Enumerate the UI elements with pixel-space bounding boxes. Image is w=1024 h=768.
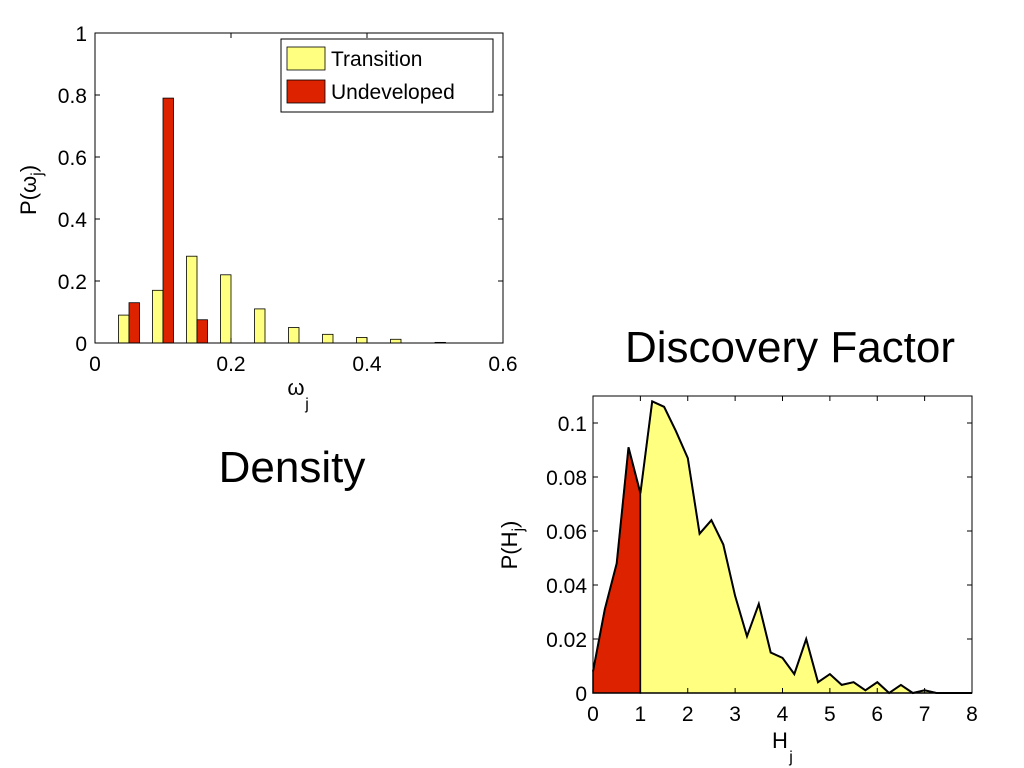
y-axis-label-subscript: j <box>29 172 46 177</box>
undeveloped-bar <box>196 319 208 344</box>
x-tick-label: 1 <box>635 703 647 726</box>
y-tick-label: 0.8 <box>58 85 87 108</box>
y-axis-label: P(ωj) <box>16 165 46 215</box>
density-curve <box>592 399 972 695</box>
legend: Transition Undeveloped <box>280 38 494 113</box>
transition-bar <box>390 338 402 344</box>
x-axis-label-subscript: j <box>304 396 309 413</box>
x-tick-label: 4 <box>777 703 789 726</box>
transition-bar <box>288 327 300 344</box>
x-tick-label: 0.4 <box>352 353 382 376</box>
undeveloped-bar <box>162 97 174 344</box>
x-tick-label: 3 <box>729 703 741 726</box>
x-tick-label: 5 <box>824 703 836 726</box>
y-tick-label: 0.02 <box>546 629 587 652</box>
transition-bar <box>356 337 368 344</box>
plot-frame <box>94 32 504 344</box>
x-tick-label: 6 <box>871 703 883 726</box>
y-tick-label: 0.4 <box>58 209 88 232</box>
y-tick-label: 0.6 <box>58 147 87 170</box>
transition-bar <box>322 333 334 344</box>
y-tick-label: 1 <box>75 23 87 46</box>
legend-label: Undeveloped <box>331 81 455 104</box>
transition-bar <box>220 274 232 344</box>
legend-swatch <box>286 46 326 71</box>
y-tick-label: 0.04 <box>546 575 587 598</box>
x-axis-label: H <box>772 728 788 753</box>
x-tick-label: 2 <box>682 703 694 726</box>
undeveloped-region <box>592 447 642 694</box>
transition-bar <box>186 255 198 344</box>
transition-bar <box>152 289 164 344</box>
x-tick-label: 0 <box>89 353 101 376</box>
y-axis-label: P(Hj) <box>497 521 527 570</box>
y-axis-label-text: P(Hj) <box>497 521 527 570</box>
y-tick-label: 0.06 <box>546 521 587 544</box>
y-tick-label: 0.1 <box>558 413 587 436</box>
undeveloped-bar <box>128 302 140 344</box>
y-axis-label-close: ) <box>497 521 522 528</box>
density-bar-chart: 0 0.2 0.4 0.600.20.40.60.81ωjP(ωj)Transitio… <box>16 23 518 413</box>
y-axis-label-subscript: j <box>510 528 527 533</box>
x-axis-label-subscript: j <box>788 749 793 766</box>
y-tick-label: 0 <box>75 333 87 356</box>
y-axis-label-main: P(ω <box>16 176 41 215</box>
transition-bar <box>254 308 266 344</box>
y-tick-label: 0 <box>575 683 587 706</box>
y-tick-label: 0.2 <box>58 271 87 294</box>
density-caption: Density <box>219 443 366 492</box>
x-tick-label: 0.2 <box>216 353 245 376</box>
y-tick-label: 0.08 <box>546 467 587 490</box>
y-axis-label-close: ) <box>16 165 41 172</box>
x-tick-label: 0.6 <box>488 353 517 376</box>
y-axis-label-main: P(H <box>497 532 522 570</box>
x-tick-label: 7 <box>919 703 931 726</box>
transition-bar <box>118 314 130 344</box>
y-axis-label-text: P(ωj) <box>16 165 46 215</box>
legend-label: Transition <box>331 48 422 71</box>
discovery-factor-caption: Discovery Factor <box>625 323 955 372</box>
transition-region <box>639 400 972 694</box>
x-axis-label: ω <box>287 375 304 400</box>
legend-swatch <box>286 79 326 104</box>
x-tick-label: 8 <box>966 703 978 726</box>
x-tick-label: 0 <box>587 703 599 726</box>
